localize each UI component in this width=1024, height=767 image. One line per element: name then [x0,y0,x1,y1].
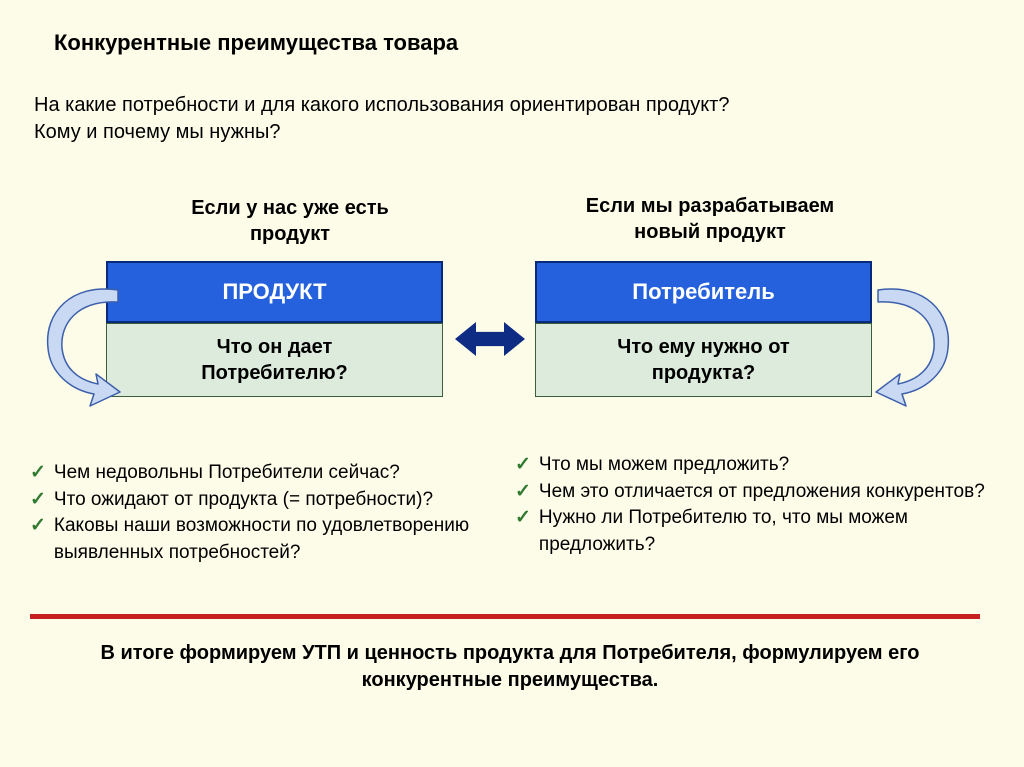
intro-text: На какие потребности и для какого исполь… [34,92,729,146]
left-curve-arrow-icon [36,278,126,408]
check-icon: ✓ [30,460,46,487]
left-box-header: ПРОДУКТ [106,261,443,323]
right-box-header: Потребитель [535,261,872,323]
right-box-body: Что ему нужно от продукта? [535,323,872,397]
left-heading: Если у нас уже есть продукт [165,195,415,247]
right-heading-line1: Если мы разрабатываем [565,193,855,219]
bullet-text: Что мы можем предложить? [539,452,789,479]
bullet-text: Что ожидают от продукта (= потребности)? [54,487,433,514]
bullet-item: ✓ Нужно ли Потребителю то, что мы можем п… [515,505,985,558]
bullet-item: ✓ Что ожидают от продукта (= потребности)… [30,487,500,514]
bullet-text: Чем недовольны Потребители сейчас? [54,460,400,487]
bullet-item: ✓ Чем это отличается от предложения конку… [515,479,985,506]
left-heading-line1: Если у нас уже есть [165,195,415,221]
left-heading-line2: продукт [165,221,415,247]
left-bullets: ✓ Чем недовольны Потребители сейчас? ✓ Что … [30,460,500,566]
right-bullets: ✓ Что мы можем предложить? ✓ Чем это отлича… [515,452,985,558]
right-box-header-text: Потребитель [632,278,774,307]
left-box-body-line2: Потребителю? [201,360,348,386]
right-box-body-line1: Что ему нужно от [617,334,789,360]
page-title: Конкурентные преимущества товара [54,30,458,56]
bullet-text: Чем это отличается от предложения конкур… [539,479,985,506]
conclusion-text: В итоге формируем УТП и ценность продукт… [60,640,960,694]
bullet-item: ✓ Что мы можем предложить? [515,452,985,479]
conclusion-line1: В итоге формируем УТП и ценность продукт… [60,640,960,667]
bullet-text: Нужно ли Потребителю то, что мы можем пр… [539,505,985,558]
left-box-body: Что он дает Потребителю? [106,323,443,397]
right-curve-arrow-icon [870,278,960,408]
bullet-item: ✓ Чем недовольны Потребители сейчас? [30,460,500,487]
divider [30,614,980,619]
check-icon: ✓ [515,452,531,479]
check-icon: ✓ [515,479,531,506]
bullet-item: ✓ Каковы наши возможности по удовлетворен… [30,513,500,566]
center-double-arrow-icon [455,322,525,356]
left-box-header-text: ПРОДУКТ [222,278,326,307]
intro-line1: На какие потребности и для какого исполь… [34,92,729,119]
intro-line2: Кому и почему мы нужны? [34,119,729,146]
conclusion-line2: конкурентные преимущества. [60,667,960,694]
check-icon: ✓ [30,487,46,514]
check-icon: ✓ [515,505,531,532]
right-heading-line2: новый продукт [565,219,855,245]
right-box-body-line2: продукта? [617,360,789,386]
right-heading: Если мы разрабатываем новый продукт [565,193,855,245]
bullet-text: Каковы наши возможности по удовлетворени… [54,513,500,566]
left-box-body-line1: Что он дает [201,334,348,360]
check-icon: ✓ [30,513,46,540]
